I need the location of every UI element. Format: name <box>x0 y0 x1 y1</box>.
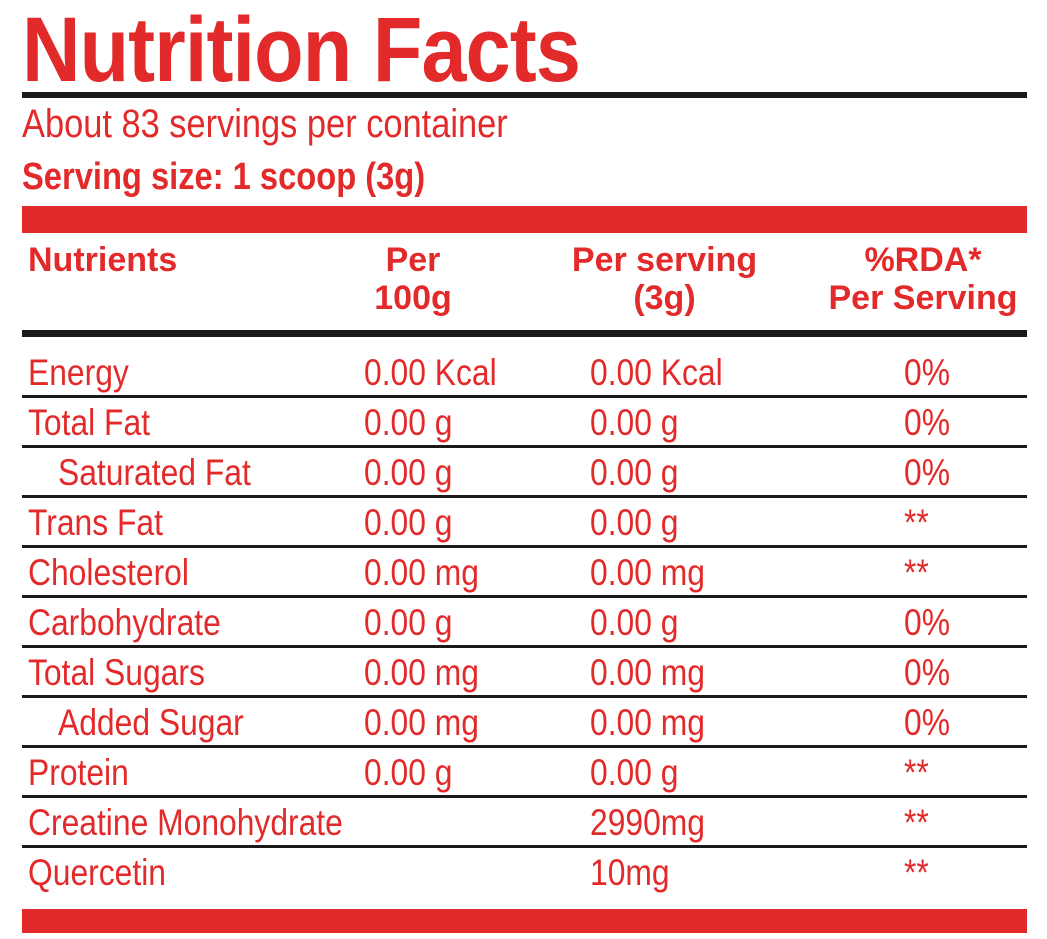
table-row: Energy 0.00 Kcal 0.00 Kcal 0% <box>22 348 1027 398</box>
nutrient-name: Cholesterol <box>28 552 189 593</box>
per-serving-value: 0.00 g <box>590 452 679 493</box>
per-100g-value: 0.00 mg <box>364 552 479 593</box>
rda-value: 0% <box>904 402 950 443</box>
table-row: Trans Fat 0.00 g 0.00 g ** <box>22 498 1027 548</box>
nutrition-label: Nutrition Facts About 83 servings per co… <box>22 0 1027 939</box>
column-header-per-100g: Per 100g <box>374 241 452 317</box>
label-title: Nutrition Facts <box>22 0 581 101</box>
table-row: Cholesterol 0.00 mg 0.00 mg ** <box>22 548 1027 598</box>
nutrient-name: Added Sugar <box>58 702 244 743</box>
table-row: Quercetin 10mg ** <box>22 848 1027 898</box>
rda-value: ** <box>904 502 929 543</box>
per-serving-value: 10mg <box>590 852 670 893</box>
per-100g-value: 0.00 mg <box>364 652 479 693</box>
per-serving-value: 0.00 Kcal <box>590 352 723 393</box>
rda-value: ** <box>904 752 929 793</box>
nutrient-name: Energy <box>28 352 129 393</box>
nutrient-name: Creatine Monohydrate <box>28 802 343 843</box>
per-100g-value: 0.00 g <box>364 452 453 493</box>
footer-bar <box>22 909 1027 933</box>
rda-value: 0% <box>904 702 950 743</box>
per-serving-value: 0.00 mg <box>590 652 705 693</box>
nutrient-name: Total Fat <box>28 402 151 443</box>
nutrient-name: Carbohydrate <box>28 602 221 643</box>
column-header-nutrients: Nutrients <box>28 241 178 279</box>
header-divider <box>22 330 1027 337</box>
column-header-rda: %RDA* Per Serving <box>828 241 1018 317</box>
per-serving-value: 0.00 g <box>590 502 679 543</box>
per-serving-value: 0.00 g <box>590 402 679 443</box>
per-serving-value: 0.00 mg <box>590 702 705 743</box>
title-divider <box>22 92 1027 98</box>
per-serving-value: 0.00 mg <box>590 552 705 593</box>
serving-size: Serving size: 1 scoop (3g) <box>22 156 426 198</box>
per-100g-value: 0.00 g <box>364 502 453 543</box>
rda-value: ** <box>904 802 929 843</box>
per-100g-value: 0.00 g <box>364 602 453 643</box>
nutrient-table: Energy 0.00 Kcal 0.00 Kcal 0% Total Fat … <box>22 348 1027 898</box>
rda-value: 0% <box>904 652 950 693</box>
servings-per-container: About 83 servings per container <box>22 102 508 146</box>
per-serving-value: 2990mg <box>590 802 705 843</box>
table-row: Protein 0.00 g 0.00 g ** <box>22 748 1027 798</box>
table-row: Total Sugars 0.00 mg 0.00 mg 0% <box>22 648 1027 698</box>
rda-value: ** <box>904 852 929 893</box>
table-row: Carbohydrate 0.00 g 0.00 g 0% <box>22 598 1027 648</box>
per-100g-value: 0.00 g <box>364 402 453 443</box>
per-100g-value: 0.00 mg <box>364 702 479 743</box>
header-bar <box>22 206 1027 233</box>
per-serving-value: 0.00 g <box>590 602 679 643</box>
table-row: Added Sugar 0.00 mg 0.00 mg 0% <box>22 698 1027 748</box>
per-100g-value: 0.00 g <box>364 752 453 793</box>
per-serving-value: 0.00 g <box>590 752 679 793</box>
rda-value: 0% <box>904 352 950 393</box>
rda-value: ** <box>904 552 929 593</box>
rda-value: 0% <box>904 602 950 643</box>
table-row: Saturated Fat 0.00 g 0.00 g 0% <box>22 448 1027 498</box>
nutrient-name: Trans Fat <box>28 502 163 543</box>
nutrient-name: Total Sugars <box>28 652 205 693</box>
per-100g-value: 0.00 Kcal <box>364 352 497 393</box>
table-row: Total Fat 0.00 g 0.00 g 0% <box>22 398 1027 448</box>
table-row: Creatine Monohydrate 2990mg ** <box>22 798 1027 848</box>
column-header-per-serving: Per serving (3g) <box>571 241 758 317</box>
nutrient-name: Protein <box>28 752 129 793</box>
rda-value: 0% <box>904 452 950 493</box>
nutrient-name: Quercetin <box>28 852 166 893</box>
nutrient-name: Saturated Fat <box>58 452 251 493</box>
